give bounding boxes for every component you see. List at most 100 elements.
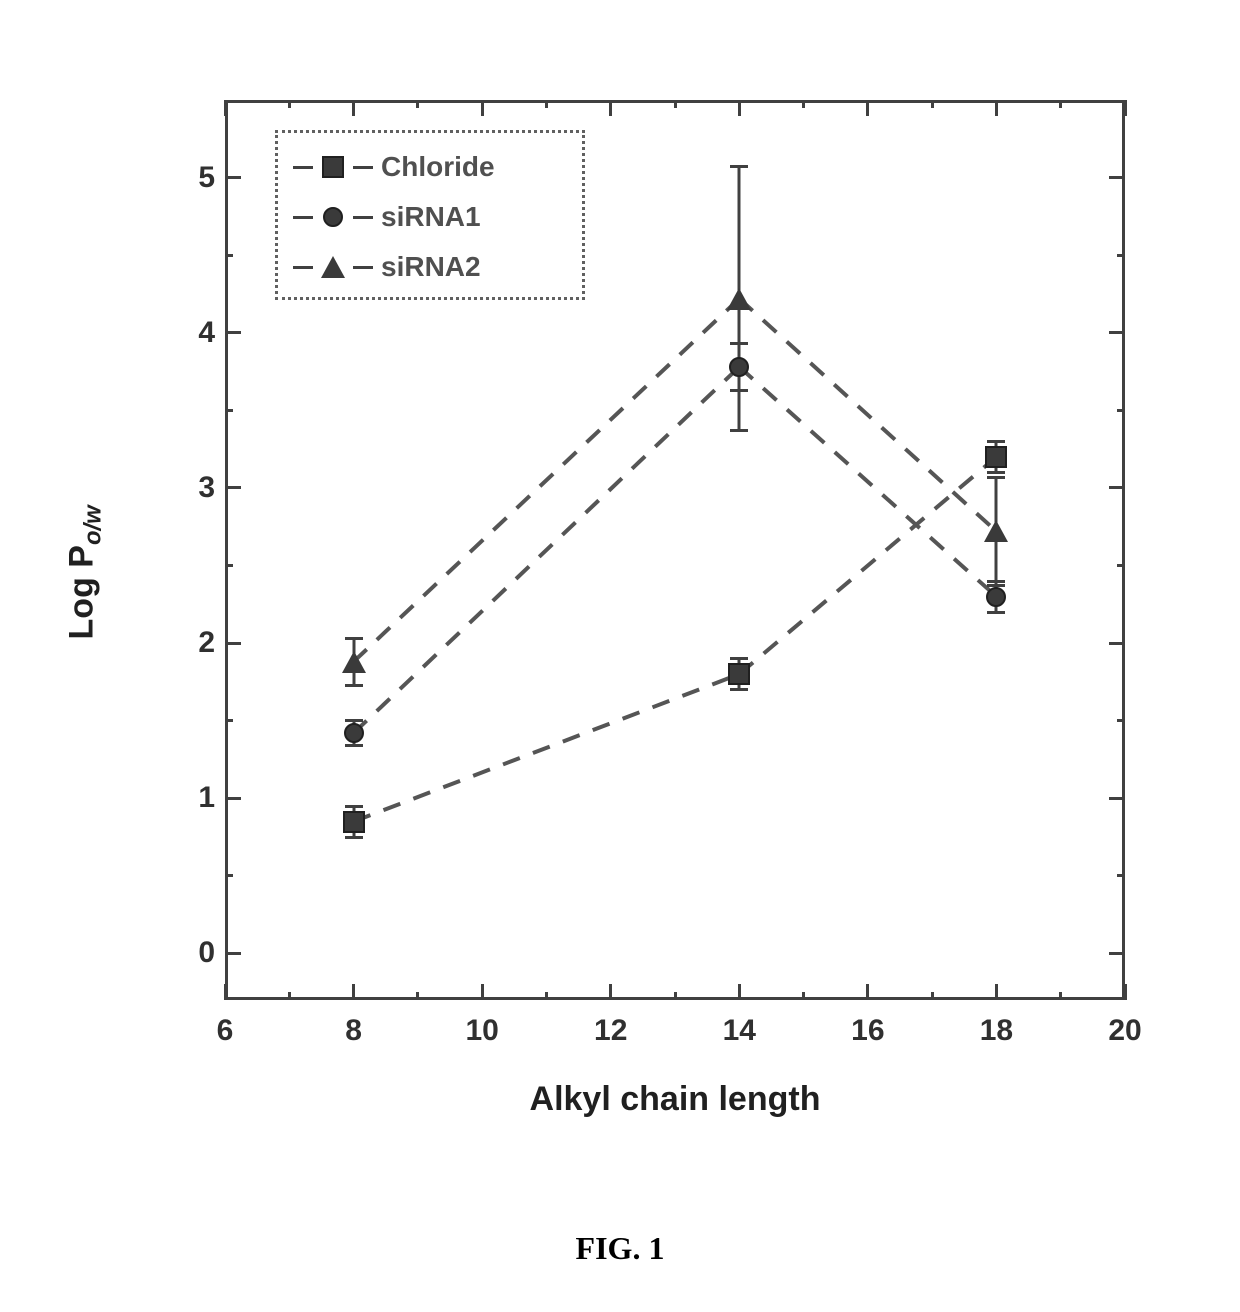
data-point-square [985, 446, 1007, 468]
x-tick-top [224, 100, 227, 116]
y-tick-right [1117, 564, 1125, 567]
y-tick-label: 0 [175, 936, 215, 970]
y-tick-label: 1 [175, 781, 215, 815]
x-tick-label: 6 [217, 1014, 234, 1048]
error-cap [345, 836, 363, 839]
x-tick-top [931, 100, 934, 108]
legend-marker-triangle-icon [293, 252, 373, 282]
x-tick-top [545, 100, 548, 108]
y-tick [225, 331, 241, 334]
error-cap [730, 657, 748, 660]
error-cap [730, 165, 748, 168]
error-cap [987, 440, 1005, 443]
y-tick [225, 952, 241, 955]
x-tick [352, 984, 355, 1000]
y-tick-right [1117, 409, 1125, 412]
x-tick [224, 984, 227, 1000]
x-tick-label: 18 [980, 1014, 1013, 1048]
x-tick-top [481, 100, 484, 116]
error-cap [345, 719, 363, 722]
x-tick-label: 14 [723, 1014, 756, 1048]
error-cap [987, 611, 1005, 614]
x-tick [995, 984, 998, 1000]
x-tick [738, 984, 741, 1000]
x-tick-top [802, 100, 805, 108]
figure-caption: FIG. 1 [0, 1230, 1240, 1267]
legend-item: Chloride [293, 151, 495, 183]
y-tick [225, 176, 241, 179]
y-tick-right [1117, 719, 1125, 722]
legend: Chloride siRNA1 siRNA2 [275, 130, 585, 300]
y-tick [225, 797, 241, 800]
legend-item: siRNA2 [293, 251, 481, 283]
x-tick [481, 984, 484, 1000]
y-tick-label: 4 [175, 316, 215, 350]
legend-marker-circle-icon [293, 202, 373, 232]
y-tick-right [1117, 874, 1125, 877]
y-tick-label: 3 [175, 471, 215, 505]
data-point-circle [986, 587, 1006, 607]
y-tick [225, 409, 233, 412]
error-cap [730, 688, 748, 691]
error-cap [345, 805, 363, 808]
y-tick-right [1117, 254, 1125, 257]
x-tick-top [609, 100, 612, 116]
error-cap [345, 684, 363, 687]
y-tick [225, 874, 233, 877]
data-point-triangle [727, 288, 751, 310]
y-tick-right [1109, 797, 1125, 800]
x-tick-top [352, 100, 355, 116]
y-tick-right [1109, 331, 1125, 334]
x-tick-top [995, 100, 998, 116]
x-tick [1059, 992, 1062, 1000]
x-axis-label: Alkyl chain length [225, 1080, 1125, 1119]
x-tick-label: 12 [594, 1014, 627, 1048]
error-cap [345, 744, 363, 747]
y-tick [225, 719, 233, 722]
x-tick-top [738, 100, 741, 116]
legend-label: Chloride [381, 151, 495, 183]
x-tick [802, 992, 805, 1000]
x-tick-label: 10 [465, 1014, 498, 1048]
legend-label: siRNA1 [381, 201, 481, 233]
x-tick [674, 992, 677, 1000]
error-cap [730, 429, 748, 432]
y-tick-label: 5 [175, 161, 215, 195]
y-tick-right [1109, 486, 1125, 489]
data-point-triangle [342, 651, 366, 673]
x-tick-top [416, 100, 419, 108]
error-cap [987, 471, 1005, 474]
x-tick-top [1059, 100, 1062, 108]
data-point-square [343, 811, 365, 833]
legend-label: siRNA2 [381, 251, 481, 283]
data-point-triangle [984, 520, 1008, 542]
x-tick [416, 992, 419, 1000]
legend-marker-square-icon [293, 152, 373, 182]
y-tick-right [1109, 176, 1125, 179]
y-tick-right [1109, 642, 1125, 645]
x-tick-top [1124, 100, 1127, 116]
x-tick [609, 984, 612, 1000]
x-tick-top [674, 100, 677, 108]
chart-container: 68101214161820012345 ChloridesiRNA1siRNA… [80, 60, 1160, 1140]
legend-item: siRNA1 [293, 201, 481, 233]
y-tick [225, 254, 233, 257]
x-tick [1124, 984, 1127, 1000]
error-cap [345, 637, 363, 640]
y-tick [225, 486, 241, 489]
y-tick [225, 642, 241, 645]
y-tick-right [1109, 952, 1125, 955]
x-tick-label: 8 [345, 1014, 362, 1048]
x-tick-label: 16 [851, 1014, 884, 1048]
y-tick-label: 2 [175, 626, 215, 660]
x-tick [545, 992, 548, 1000]
x-tick-top [288, 100, 291, 108]
x-tick [288, 992, 291, 1000]
x-tick-label: 20 [1108, 1014, 1141, 1048]
y-tick [225, 564, 233, 567]
y-axis-label: Log Po/w [63, 472, 108, 672]
data-point-circle [729, 357, 749, 377]
data-point-square [728, 663, 750, 685]
x-tick [866, 984, 869, 1000]
data-point-circle [344, 723, 364, 743]
